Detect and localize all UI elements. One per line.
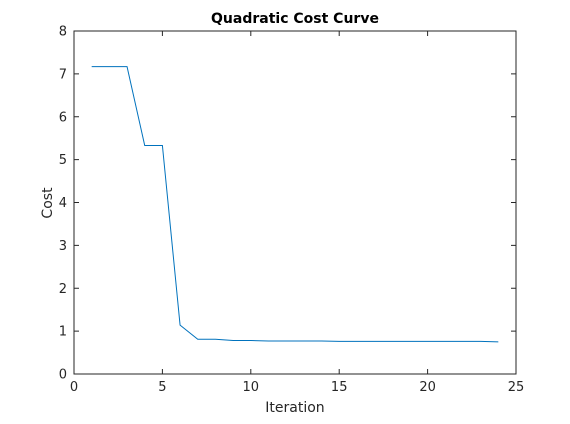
- x-tick-label: 0: [70, 380, 78, 395]
- cost-series-line: [91, 66, 499, 343]
- tick-labels: 0 5 10 15 20 25 0 1 2 3 4 5 6 7 8: [59, 25, 525, 396]
- plot-frame: [73, 30, 517, 375]
- y-tick-label: 6: [59, 110, 67, 125]
- chart-title: Quadratic Cost Curve: [211, 11, 379, 27]
- x-tick-label: 25: [508, 380, 525, 395]
- y-axis-label: Cost: [40, 187, 56, 219]
- y-tick-label: 5: [59, 153, 67, 168]
- y-tick-label: 4: [59, 196, 67, 211]
- x-tick-label: 10: [243, 380, 260, 395]
- y-tick-label: 1: [59, 325, 67, 340]
- x-tick-label: 15: [331, 380, 348, 395]
- x-axis-label: Iteration: [265, 400, 324, 416]
- y-tick-label: 2: [59, 282, 67, 297]
- axis-ticks: [73, 30, 517, 375]
- y-tick-label: 8: [59, 25, 67, 40]
- x-tick-label: 20: [419, 380, 436, 395]
- x-tick-label: 5: [158, 380, 166, 395]
- y-tick-label: 3: [59, 239, 67, 254]
- y-tick-label: 7: [59, 67, 67, 82]
- y-tick-label: 0: [59, 368, 67, 383]
